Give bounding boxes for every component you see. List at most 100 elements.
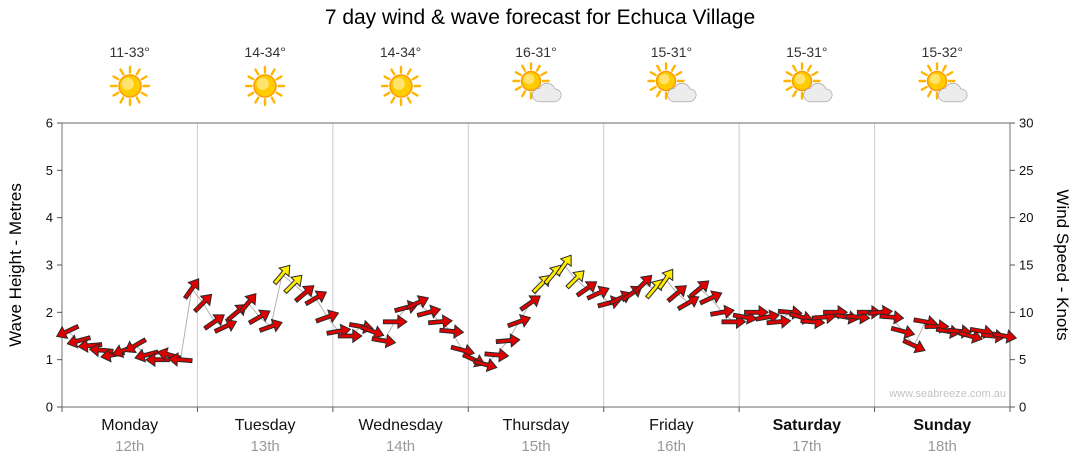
wind-arrow — [167, 352, 193, 367]
day-temp-range: 15-32° — [921, 44, 963, 60]
wind-arrow-shape — [777, 305, 803, 320]
wind-arrow — [371, 333, 397, 349]
wind-arrow — [247, 309, 271, 326]
day-column-label: Thursday 15th — [468, 416, 603, 458]
right-tick-label: 15 — [1019, 258, 1033, 273]
wind-arrow-shape — [124, 337, 147, 354]
wind-arrow-shape — [958, 329, 983, 344]
wind-arrow-shape — [283, 274, 303, 295]
wind-arrow — [382, 314, 408, 330]
left-tick-label: 1 — [46, 352, 53, 367]
wind-arrow-shape — [575, 281, 598, 298]
sun-cloud-icon — [647, 62, 697, 103]
wind-arrow — [258, 318, 283, 333]
wind-arrow-shape — [633, 274, 653, 295]
day-date: 17th — [792, 438, 822, 455]
wind-arrow — [644, 278, 663, 300]
sun-cloud-icon — [783, 62, 833, 103]
sun-icon — [109, 65, 150, 107]
wind-arrow — [676, 295, 700, 311]
wind-arrow — [575, 281, 598, 298]
wind-arrow-shape — [315, 309, 340, 324]
wind-arrow-shape — [992, 329, 1018, 344]
wind-arrow — [732, 310, 758, 325]
wind-arrow-shape — [935, 324, 961, 339]
wind-arrow — [688, 280, 710, 299]
wind-arrow-shape — [360, 324, 385, 340]
watermark: www.seabreeze.com.au — [889, 388, 1006, 400]
wind-arrow-shape — [969, 324, 995, 339]
day-name: Thursday — [502, 417, 570, 434]
wind-arrow-shape — [304, 290, 328, 307]
wind-arrow-shape — [203, 314, 225, 331]
wind-arrow-shape — [732, 310, 758, 325]
wind-arrow — [182, 278, 200, 300]
day-name: Monday — [101, 417, 159, 434]
wind-arrow — [472, 357, 498, 373]
wind-arrow — [315, 309, 340, 324]
wind-arrow-shape — [834, 310, 860, 325]
wind-arrow — [992, 329, 1018, 344]
wind-arrow-shape — [555, 254, 572, 277]
wind-arrow — [393, 299, 419, 315]
left-tick-label: 6 — [46, 116, 53, 131]
wind-arrow — [856, 304, 882, 320]
wind-arrow-shape — [326, 323, 352, 339]
wind-arrow — [800, 314, 826, 330]
wind-arrow-shape — [620, 285, 643, 303]
right-tick-label: 20 — [1019, 210, 1033, 225]
wind-arrow-shape — [913, 314, 939, 330]
wind-arrow-shape — [676, 295, 700, 311]
wind-arrow-shape — [182, 278, 200, 300]
weather-icon-sunny — [333, 62, 468, 117]
wind-arrow-shape — [472, 357, 498, 373]
day-labels-row: Monday 12th Tuesday 13th Wednesday 14th Thursd… — [62, 416, 1010, 458]
wind-arrow — [88, 342, 114, 358]
wind-arrow — [203, 314, 225, 331]
wind-arrow-shape — [100, 348, 126, 363]
wind-arrow-shape — [766, 314, 792, 329]
day-temp-range: 15-31° — [650, 44, 693, 60]
wind-arrow — [439, 324, 465, 339]
wind-arrow — [586, 285, 610, 301]
wind-arrow — [304, 290, 328, 307]
wind-arrow — [450, 343, 476, 358]
wind-arrow — [913, 314, 939, 330]
day-column-label: Monday 12th — [62, 416, 197, 458]
wind-arrow — [293, 285, 315, 303]
wind-arrow-shape — [890, 324, 916, 340]
wind-arrow-shape — [597, 295, 622, 310]
wind-arrow-shape — [484, 347, 510, 363]
wind-arrow-shape — [462, 352, 486, 368]
wind-arrow — [980, 328, 1006, 344]
wind-arrow-shape — [416, 304, 442, 319]
wind-arrow-shape — [519, 295, 541, 312]
wind-arrow — [348, 319, 374, 335]
wind-arrow — [902, 338, 926, 354]
wind-arrow — [134, 348, 159, 363]
wind-arrow-shape — [238, 293, 257, 314]
wind-arrow — [77, 338, 103, 354]
day-column-label: Sunday 18th — [875, 416, 1010, 458]
wind-arrow-shape — [811, 309, 837, 325]
wind-arrow-shape — [902, 338, 926, 354]
wind-arrow-shape — [845, 309, 871, 325]
wind-arrow — [112, 343, 137, 358]
wind-arrow-shape — [924, 319, 950, 334]
wind-arrow-shape — [531, 274, 551, 295]
day-temp-range: 16-31° — [515, 44, 557, 60]
wind-arrow — [823, 304, 848, 320]
weather-icon-sunny — [197, 62, 332, 117]
sun-cloud-icon — [918, 62, 968, 103]
page-title: 7 day wind & wave forecast for Echuca Vi… — [324, 6, 756, 29]
wind-arrow-shape — [543, 264, 562, 286]
wind-arrow-shape — [272, 264, 291, 286]
day-date: 18th — [927, 438, 957, 455]
wind-arrow-shape — [112, 343, 137, 358]
wind-arrow — [156, 347, 182, 362]
wind-arrow-shape — [823, 304, 848, 320]
wind-arrow-shape — [337, 328, 363, 344]
wind-arrow-shape — [856, 304, 882, 320]
wind-arrow-shape — [666, 285, 687, 303]
